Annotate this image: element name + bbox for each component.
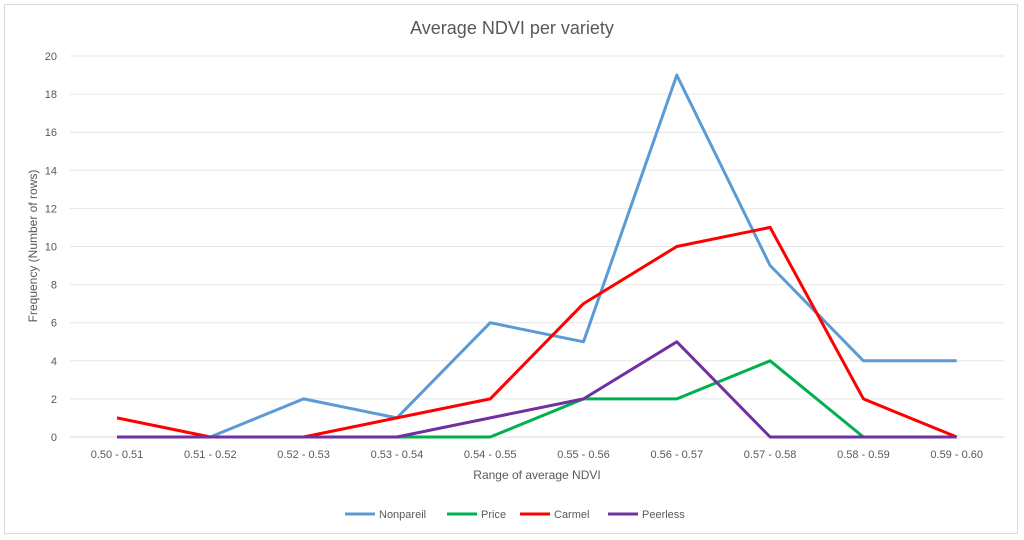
- y-tick-label: 2: [51, 394, 57, 406]
- y-tick-label: 4: [51, 356, 57, 368]
- y-tick-label: 6: [51, 318, 57, 330]
- chart-frame: [4, 4, 1018, 534]
- x-tick-label: 0.59 - 0.60: [930, 449, 983, 461]
- y-tick-label: 12: [45, 203, 57, 215]
- y-tick-label: 16: [45, 127, 57, 139]
- chart-title: Average NDVI per variety: [410, 18, 614, 38]
- x-tick-label: 0.55 - 0.56: [557, 449, 610, 461]
- x-tick-label: 0.51 - 0.52: [184, 449, 237, 461]
- legend-item-carmel: Carmel: [520, 509, 589, 521]
- y-axis-label: Frequency (Number of rows): [26, 170, 40, 323]
- x-tick-label: 0.52 - 0.53: [277, 449, 330, 461]
- x-tick-label: 0.58 - 0.59: [837, 449, 890, 461]
- series-line-peerless: [117, 340, 957, 439]
- y-tick-label: 8: [51, 280, 57, 292]
- y-tick-label: 18: [45, 89, 57, 101]
- x-axis-label: Range of average NDVI: [473, 468, 600, 482]
- y-tick-label: 10: [45, 242, 57, 254]
- legend-item-price: Price: [447, 509, 506, 521]
- x-tick-label: 0.53 - 0.54: [371, 449, 424, 461]
- legend-label: Price: [481, 509, 506, 521]
- y-tick-label: 20: [45, 51, 57, 63]
- x-tick-label: 0.50 - 0.51: [91, 449, 144, 461]
- legend-label: Peerless: [642, 509, 685, 521]
- x-tick-label: 0.57 - 0.58: [744, 449, 797, 461]
- y-tick-label: 0: [51, 432, 57, 444]
- series-line-price: [396, 359, 865, 439]
- x-tick-label: 0.54 - 0.55: [464, 449, 517, 461]
- legend-label: Carmel: [554, 509, 589, 521]
- legend-item-nonpareil: Nonpareil: [345, 509, 426, 521]
- series-line-nonpareil: [209, 73, 957, 439]
- legend-label: Nonpareil: [379, 509, 426, 521]
- y-tick-label: 14: [45, 165, 57, 177]
- legend-item-peerless: Peerless: [608, 509, 685, 521]
- x-tick-label: 0.56 - 0.57: [651, 449, 704, 461]
